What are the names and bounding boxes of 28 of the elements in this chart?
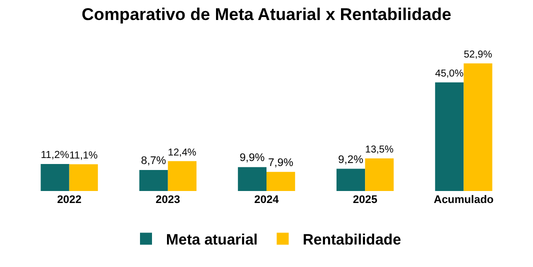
- bar: [40, 164, 70, 191]
- bar: [168, 161, 196, 191]
- data-label: 7,9%: [268, 156, 294, 169]
- bar: [336, 168, 366, 191]
- data-label: 13,5%: [365, 144, 394, 156]
- x-tick-label: 2024: [254, 194, 280, 206]
- data-label: 45,0%: [435, 68, 464, 80]
- legend-label: Rentabilidade: [302, 232, 402, 249]
- bar: [139, 170, 168, 191]
- bar: [69, 164, 98, 191]
- bar: [266, 172, 296, 191]
- bar: [464, 63, 492, 191]
- data-label: 8,7%: [140, 155, 166, 167]
- x-tick-label: 2022: [57, 194, 82, 206]
- x-tick-label: Acumulado: [434, 194, 494, 206]
- bar: [365, 158, 394, 191]
- data-label: 52,9%: [464, 50, 492, 61]
- data-label: 12,4%: [168, 147, 196, 158]
- data-label: 9,2%: [338, 154, 364, 166]
- legend-label: Meta atuarial: [166, 232, 258, 249]
- x-tick-label: 2025: [352, 194, 378, 206]
- bar: [435, 82, 464, 191]
- bar: [238, 167, 266, 191]
- chart-title: Comparativo de Meta Atuarial x Rentabilidade: [82, 4, 452, 24]
- data-label: 11,1%: [69, 150, 98, 162]
- data-label: 9,9%: [240, 152, 265, 164]
- data-label: 11,2%: [40, 150, 70, 162]
- x-tick-label: 2023: [156, 194, 180, 206]
